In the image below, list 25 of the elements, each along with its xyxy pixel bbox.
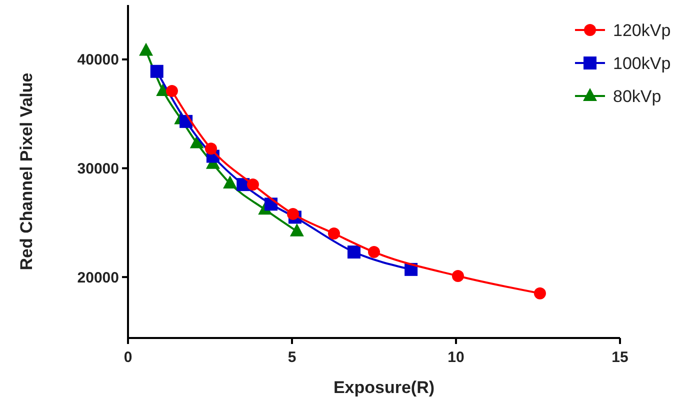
x-tick-label: 10 [448,349,464,366]
point [347,246,360,259]
point [150,64,164,78]
legend-label: 100kVp [613,54,671,73]
legend-label: 80kVp [613,86,662,106]
legend-label: 120kVp [613,20,671,40]
point [139,42,154,56]
point [286,208,299,220]
x-tick-label: 5 [288,349,296,366]
point [223,175,238,188]
point [452,270,464,282]
y-axis-title: Red Channel Pixel Value [17,72,36,270]
x-axis-title: Exposure(R) [333,378,435,397]
point [246,178,259,191]
y-tick-label: 40000 [77,52,119,69]
point [368,246,380,258]
point [328,228,340,240]
point [204,142,217,155]
point [166,84,178,97]
y-tick-label: 30000 [77,160,119,178]
y-tick-label: 20000 [77,269,119,286]
x-tick-label: 15 [612,349,628,366]
point [290,223,304,236]
point [534,287,546,300]
x-tick-label: 0 [124,349,132,366]
